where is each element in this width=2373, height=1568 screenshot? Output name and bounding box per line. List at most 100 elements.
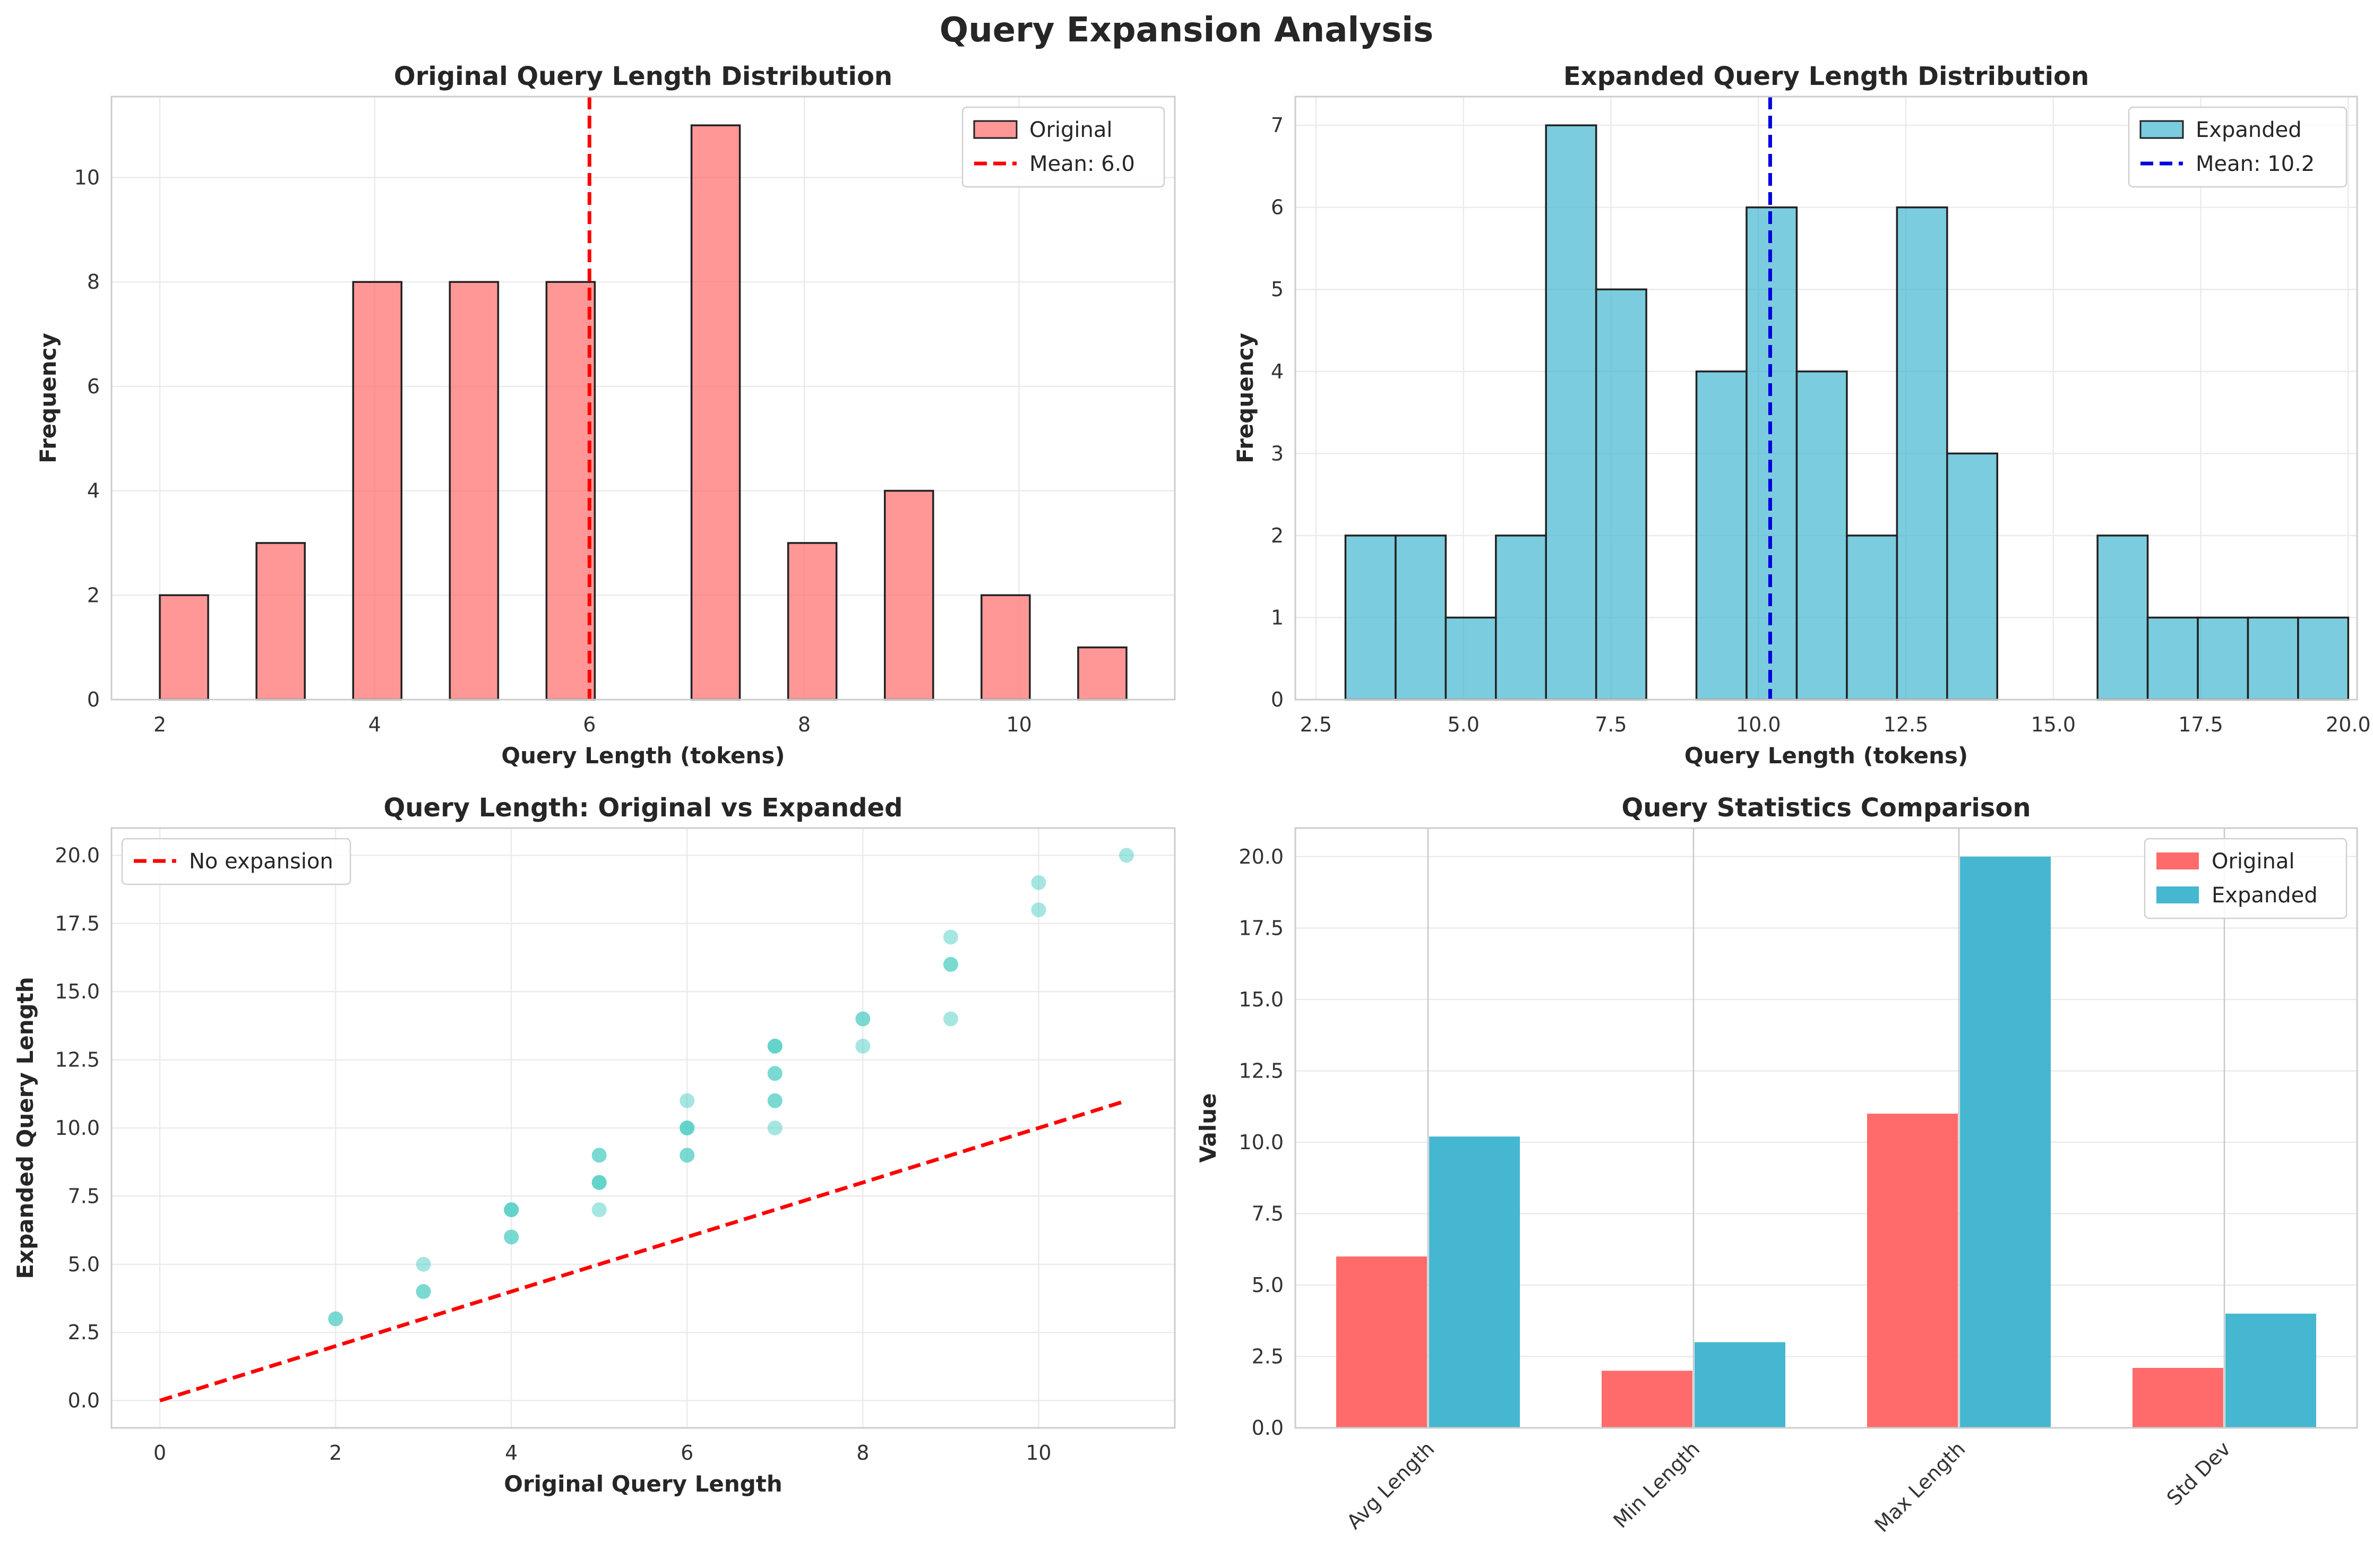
y-axis-label: Expanded Query Length	[12, 977, 38, 1279]
x-tick-label: 2	[329, 1441, 342, 1464]
y-tick-label: 7	[1271, 114, 1284, 137]
x-tick-label: 12.5	[1884, 713, 1929, 736]
bar-expanded	[1960, 856, 2051, 1428]
axes-frame	[110, 827, 1176, 1429]
y-tick-label: 6	[87, 375, 100, 398]
panel-title: Query Length: Original vs Expanded	[384, 793, 903, 823]
y-tick-label: 5	[1271, 278, 1284, 301]
x-tick-label: 2	[153, 713, 166, 736]
y-tick-label: 12.5	[55, 1048, 100, 1072]
y-tick-label: 4	[1271, 360, 1284, 383]
x-tick-label: 10	[1026, 1441, 1051, 1464]
x-tick-label: 8	[856, 1441, 869, 1464]
legend-label: Mean: 6.0	[1029, 152, 1135, 176]
x-tick-label: 6	[583, 713, 596, 736]
scatter-point	[416, 1284, 431, 1299]
axes-frame	[1294, 96, 2358, 701]
scatter-point	[680, 1121, 695, 1135]
y-tick-label: 0.0	[68, 1389, 100, 1412]
legend: Original Mean: 6.0	[961, 106, 1165, 188]
panel-title: Query Statistics Comparison	[1621, 793, 2031, 823]
x-tick-label: 20.0	[2326, 713, 2371, 736]
scatter-point	[1119, 848, 1134, 863]
scatter-point	[591, 1175, 607, 1190]
legend-label: Original	[2212, 849, 2295, 874]
y-axis-label: Value	[1195, 1093, 1221, 1162]
legend-swatch	[2156, 886, 2199, 903]
scatter-point	[767, 1066, 783, 1081]
y-tick-label: 17.5	[1239, 916, 1284, 940]
x-tick-label: 2.5	[1300, 713, 1332, 736]
scatter-point	[1031, 875, 1046, 890]
x-tick-label: 7.5	[1595, 713, 1627, 736]
panel-exp_hist: 0 1 2 3 4 5 6 7 2.5 5.0 7.5 10.0 12.5 15.0 17.5 20.0 Exp…	[1232, 62, 2371, 769]
y-tick-label: 20.0	[1239, 845, 1284, 868]
histogram-bar	[2297, 616, 2350, 701]
y-tick-label: 20.0	[55, 843, 100, 867]
histogram-bar	[2197, 616, 2249, 701]
scatter-point	[767, 1038, 783, 1054]
histogram-bar	[1395, 535, 1447, 701]
panel-stats_bar: 0.0 2.5 5.0 7.5 10.0 12.5 15.0 17.5 20.0 Query St…	[1195, 793, 2358, 1537]
x-tick-label: 4	[368, 713, 381, 736]
histogram-bar	[159, 594, 209, 701]
histogram-bar	[1795, 371, 1848, 701]
legend-box	[121, 838, 351, 885]
histogram-bar	[2096, 535, 2149, 701]
scatter-point	[855, 1011, 871, 1027]
scatter-point	[680, 1093, 695, 1108]
y-tick-label: 4	[87, 479, 100, 503]
bar-original	[2133, 1368, 2223, 1428]
y-tick-label: 10.0	[1239, 1131, 1284, 1154]
histogram-bar	[1846, 535, 1898, 701]
x-tick-label: 15.0	[2031, 713, 2076, 736]
panel-title: Expanded Query Length Distribution	[1563, 62, 2089, 91]
legend: No expansion	[121, 838, 351, 885]
y-tick-label: 2	[87, 583, 100, 607]
y-tick-label: 15.0	[1239, 988, 1284, 1011]
scatter-point	[504, 1229, 519, 1245]
x-axis-label: Original Query Length	[504, 1471, 783, 1497]
x-tick-label: 5.0	[1447, 713, 1479, 736]
histogram-bar	[883, 489, 934, 701]
y-axis-label: Frequency	[1232, 333, 1258, 463]
panel-scatter: 0.0 2.5 5.0 7.5 10.0 12.5 15.0 17.5 20.0 0 2 4 6 8 10 Q…	[12, 793, 1176, 1497]
y-tick-label: 0	[1271, 688, 1284, 711]
scatter-point	[680, 1148, 695, 1163]
x-tick-label: 10	[1006, 713, 1031, 736]
y-tick-label: 0	[87, 688, 100, 711]
histogram-bars	[159, 124, 1128, 701]
y-tick-label: 5.0	[1252, 1273, 1284, 1297]
legend-swatch	[2139, 120, 2184, 139]
histogram-bar	[545, 281, 596, 701]
figure-title: Query Expansion Analysis	[940, 11, 1433, 50]
x-tick-label: 8	[798, 713, 811, 736]
histogram-bars	[1344, 124, 2350, 701]
histogram-bar	[981, 594, 1031, 701]
x-grid	[1427, 828, 2225, 1428]
y-tick-label: 1	[1271, 606, 1284, 629]
x-tick-label: 6	[681, 1441, 693, 1464]
y-tick-label: 17.5	[55, 912, 100, 935]
histogram-bar	[255, 542, 306, 701]
scatter-point	[1031, 902, 1046, 918]
category-label: Min Length	[1609, 1437, 1704, 1532]
legend: Expanded Mean: 10.2	[2128, 106, 2348, 188]
y-tick-label: 7.5	[68, 1184, 100, 1208]
histogram-bar	[1595, 288, 1647, 701]
x-tick-label: 17.5	[2178, 713, 2223, 736]
bar-original	[1602, 1371, 1692, 1428]
histogram-bar	[1077, 646, 1128, 701]
scatter-point	[943, 929, 958, 945]
x-tick-label: 10.0	[1736, 713, 1781, 736]
histogram-bar	[690, 124, 741, 701]
y-tick-label: 8	[87, 270, 100, 294]
category-label: Avg Length	[1342, 1437, 1439, 1533]
legend: Original Expanded	[2144, 838, 2348, 919]
y-tick-label: 0.0	[1252, 1416, 1284, 1440]
scatter-point	[591, 1148, 607, 1163]
scatter-point	[591, 1202, 607, 1218]
histogram-bar	[1946, 452, 1998, 701]
